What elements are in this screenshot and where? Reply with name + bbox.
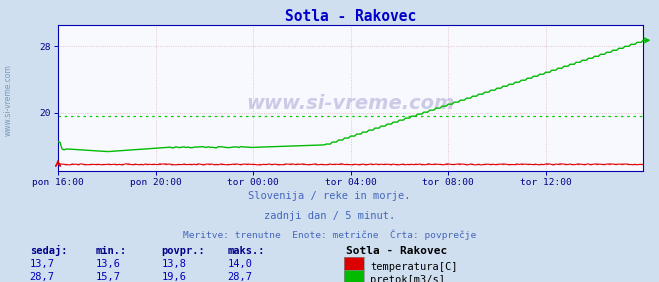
Text: sedaj:: sedaj: — [30, 245, 67, 256]
Text: 13,8: 13,8 — [161, 259, 186, 269]
Text: maks.:: maks.: — [227, 246, 265, 256]
Text: 13,7: 13,7 — [30, 259, 55, 269]
Text: www.si-vreme.com: www.si-vreme.com — [246, 94, 455, 113]
Text: 28,7: 28,7 — [227, 272, 252, 282]
Text: 19,6: 19,6 — [161, 272, 186, 282]
Text: 13,6: 13,6 — [96, 259, 121, 269]
Title: Sotla - Rakovec: Sotla - Rakovec — [285, 9, 416, 24]
Text: temperatura[C]: temperatura[C] — [370, 262, 458, 272]
Text: Slovenija / reke in morje.: Slovenija / reke in morje. — [248, 191, 411, 201]
Text: www.si-vreme.com: www.si-vreme.com — [4, 64, 13, 136]
Text: 14,0: 14,0 — [227, 259, 252, 269]
Text: 28,7: 28,7 — [30, 272, 55, 282]
Text: povpr.:: povpr.: — [161, 246, 205, 256]
Text: 15,7: 15,7 — [96, 272, 121, 282]
Text: Meritve: trenutne  Enote: metrične  Črta: povprečje: Meritve: trenutne Enote: metrične Črta: … — [183, 230, 476, 240]
Text: min.:: min.: — [96, 246, 127, 256]
Text: Sotla - Rakovec: Sotla - Rakovec — [346, 246, 447, 256]
Text: zadnji dan / 5 minut.: zadnji dan / 5 minut. — [264, 211, 395, 221]
Text: pretok[m3/s]: pretok[m3/s] — [370, 275, 445, 282]
